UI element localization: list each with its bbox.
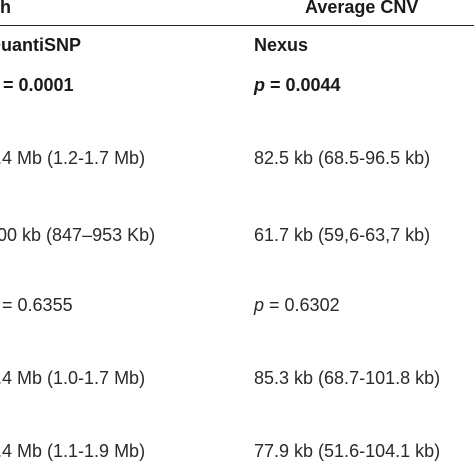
p-value-text: = 0.6355 [0, 295, 73, 315]
table-cell: 77.9 kb (51.6-104.1 kb) [254, 441, 441, 461]
p-symbol: p [254, 75, 265, 95]
column-group-header-average-cnv: Average CNV [305, 0, 419, 17]
table-cell: 1.4 Mb (1.0-1.7 Mb) [0, 368, 146, 388]
table-cell: 900 kb (847–953 Kb) [0, 225, 156, 245]
p-value-cell: p = 0.0044 [254, 74, 341, 96]
table-cell: 1.4 Mb (1.1-1.9 Mb) [0, 441, 146, 461]
table-cell: 85.3 kb (68.7-101.8 kb) [254, 368, 441, 388]
table-cell: 1.4 Mb (1.2-1.7 Mb) [0, 148, 146, 168]
table-cell: 82.5 kb (68.5-96.5 kb) [254, 148, 431, 168]
p-value-cell: p = 0.6302 [254, 294, 340, 316]
p-value-text: = 0.0001 [0, 75, 74, 95]
column-header-quantisnp: QuantiSNP [0, 35, 82, 55]
p-value-text: = 0.6302 [264, 295, 340, 315]
column-group-header-left: th [0, 0, 11, 17]
p-symbol: p [254, 295, 265, 315]
header-rule [0, 25, 474, 26]
p-value-cell: p = 0.6355 [0, 294, 73, 316]
p-value-text: = 0.0044 [265, 75, 341, 95]
column-header-nexus: Nexus [254, 35, 309, 55]
table-cell: 61.7 kb (59,6-63,7 kb) [254, 225, 431, 245]
p-value-cell: p = 0.0001 [0, 74, 74, 96]
